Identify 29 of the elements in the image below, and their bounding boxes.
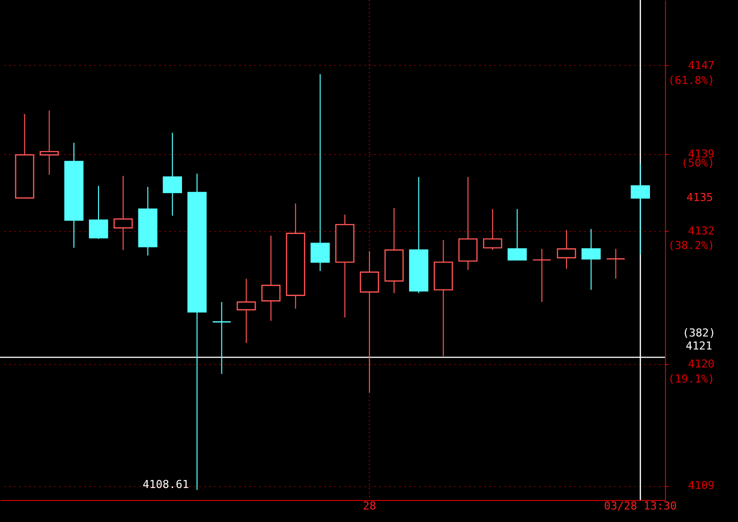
candlestick: [88, 185, 108, 240]
candlestick: [606, 248, 626, 280]
candlestick: [114, 175, 133, 250]
candlestick: [212, 301, 232, 374]
candlestick: [482, 208, 502, 250]
annotation: 4108.61: [142, 478, 190, 491]
ref-line-label: (382) 4121: [682, 326, 716, 352]
y2-tick-label: (38.2%): [668, 238, 714, 252]
y2-tick-label: (61.8%): [668, 74, 714, 87]
candlestick: [236, 278, 256, 344]
candlestick: [360, 250, 380, 394]
candlestick: [310, 74, 330, 272]
x-tick-label: 28: [362, 500, 376, 512]
y-tick-label: 4147: [688, 58, 714, 72]
y-tick-label: 4120: [688, 357, 714, 370]
candlestick: [582, 228, 601, 290]
candlestick: [40, 110, 59, 176]
y-tick-label: 4109: [688, 479, 714, 492]
candlestick: [532, 248, 552, 302]
candlestick: [261, 235, 281, 322]
candlestick: [556, 230, 576, 270]
y-tick-label: 4132: [688, 224, 714, 238]
y2-tick-label: (19.1%): [668, 372, 714, 386]
candlestick: [630, 163, 650, 255]
candlestick: [162, 132, 182, 216]
candlestick: [508, 208, 527, 261]
text: 4135: [686, 191, 713, 204]
candlestick: [458, 176, 478, 270]
x-tick-label: 03/28 13:30: [604, 500, 677, 512]
